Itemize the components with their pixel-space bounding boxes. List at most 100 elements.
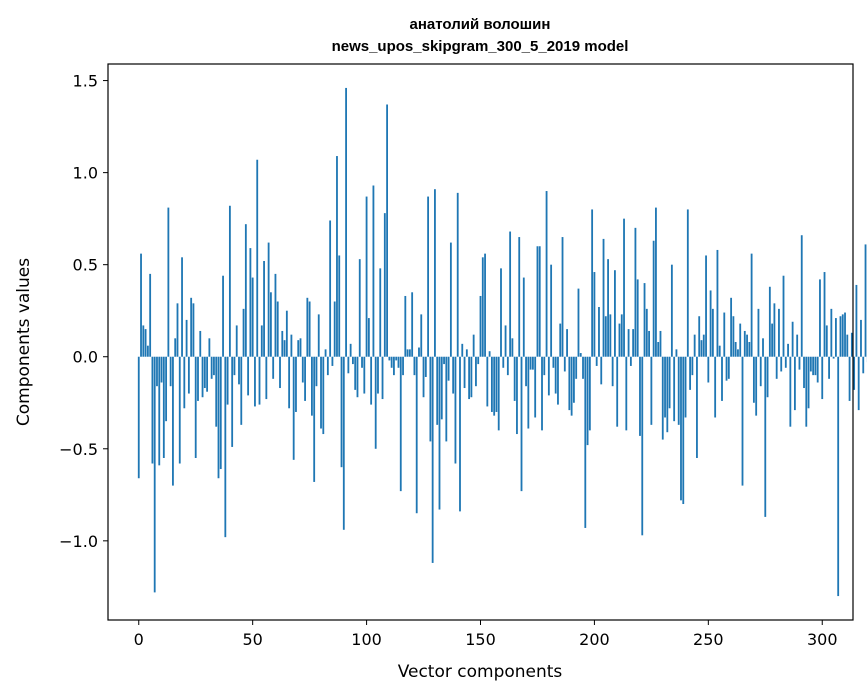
- bar-component-130: [434, 189, 436, 357]
- bar-component-24: [192, 303, 195, 357]
- bar-component-231: [664, 356, 666, 418]
- bar-component-240: [684, 356, 687, 418]
- bar-component-291: [800, 235, 803, 357]
- bar-component-233: [668, 356, 671, 409]
- bar-component-161: [504, 325, 507, 357]
- bar-component-302: [825, 325, 828, 357]
- bar-component-137: [449, 242, 452, 357]
- bar-component-213: [623, 218, 625, 357]
- bar-component-260: [730, 297, 733, 357]
- bar-component-18: [178, 356, 181, 464]
- bar-component-23: [190, 297, 193, 357]
- bar-component-273: [759, 356, 762, 387]
- bar-component-0: [137, 356, 140, 479]
- bar-component-304: [830, 308, 833, 357]
- bar-component-55: [263, 260, 265, 357]
- bar-component-112: [393, 356, 395, 376]
- bar-component-216: [629, 356, 632, 366]
- bar-component-141: [459, 356, 461, 512]
- bar-component-107: [381, 356, 384, 400]
- bar-component-257: [723, 312, 726, 357]
- bar-component-4: [146, 345, 149, 357]
- bar-component-223: [645, 308, 648, 357]
- bar-component-176: [538, 246, 541, 357]
- bar-component-314: [853, 356, 856, 390]
- bar-component-197: [586, 356, 589, 446]
- bar-component-1: [140, 253, 142, 357]
- bar-component-245: [696, 356, 698, 458]
- bar-component-209: [614, 270, 616, 357]
- bar-component-212: [620, 314, 623, 357]
- bar-component-174: [534, 356, 537, 418]
- bar-component-180: [547, 356, 550, 396]
- bar-component-251: [709, 290, 712, 357]
- bar-component-299: [819, 279, 821, 357]
- bar-component-90: [342, 356, 345, 530]
- bar-component-164: [511, 338, 514, 357]
- y-tick-label: 0.0: [73, 348, 98, 367]
- bar-component-160: [502, 356, 505, 368]
- bar-component-224: [648, 330, 650, 357]
- bar-component-315: [855, 284, 858, 357]
- bar-component-227: [655, 207, 657, 357]
- bar-component-319: [864, 244, 867, 357]
- bar-component-225: [650, 356, 653, 425]
- bar-component-92: [347, 356, 350, 374]
- bar-component-81: [322, 356, 325, 435]
- bar-component-121: [413, 356, 416, 376]
- bar-component-311: [846, 334, 849, 357]
- bar-component-143: [463, 356, 466, 389]
- bar-component-147: [472, 334, 475, 357]
- bar-component-301: [823, 272, 826, 357]
- bar-component-63: [281, 330, 284, 357]
- bar-component-78: [315, 356, 318, 387]
- bar-component-158: [497, 356, 500, 431]
- bar-component-307: [837, 356, 840, 597]
- bar-component-19: [181, 257, 183, 357]
- bar-component-159: [500, 268, 502, 357]
- bar-component-285: [787, 343, 789, 357]
- bar-component-253: [714, 356, 717, 418]
- bar-component-123: [418, 347, 420, 357]
- bar-component-222: [643, 283, 646, 357]
- bar-component-317: [860, 319, 862, 357]
- bar-component-64: [283, 340, 286, 357]
- bar-component-229: [659, 330, 662, 357]
- bar-component-116: [402, 356, 404, 376]
- bar-component-286: [789, 356, 792, 427]
- bar-component-114: [397, 356, 400, 368]
- bar-component-234: [670, 264, 673, 357]
- bar-component-254: [716, 249, 719, 357]
- bar-component-279: [773, 303, 776, 357]
- bar-component-29: [203, 356, 206, 389]
- bar-component-12: [165, 356, 168, 422]
- bar-component-66: [288, 356, 291, 409]
- bar-component-148: [475, 356, 477, 387]
- bar-component-15: [172, 356, 174, 486]
- bar-component-238: [680, 356, 682, 501]
- bar-component-83: [326, 356, 329, 376]
- bar-component-230: [661, 356, 664, 440]
- bar-component-127: [427, 196, 430, 357]
- bar-component-56: [265, 356, 268, 400]
- bar-component-108: [383, 213, 386, 357]
- bar-component-93: [349, 343, 352, 357]
- bar-component-109: [386, 104, 388, 357]
- bar-component-38: [224, 356, 227, 538]
- bar-component-266: [743, 330, 746, 357]
- bar-component-236: [675, 349, 678, 357]
- bar-component-295: [809, 356, 812, 372]
- bar-component-100: [365, 196, 368, 357]
- bar-component-97: [358, 259, 361, 357]
- bar-component-6: [151, 356, 154, 464]
- bar-component-75: [308, 301, 311, 357]
- bar-component-232: [666, 356, 669, 433]
- bar-component-46: [242, 308, 245, 357]
- bar-component-91: [345, 87, 347, 357]
- x-tick-label: 150: [465, 630, 496, 649]
- bar-component-281: [778, 308, 780, 357]
- bar-component-7: [153, 356, 156, 593]
- bar-component-122: [415, 356, 418, 514]
- bar-component-94: [352, 356, 354, 365]
- bar-component-72: [301, 356, 304, 383]
